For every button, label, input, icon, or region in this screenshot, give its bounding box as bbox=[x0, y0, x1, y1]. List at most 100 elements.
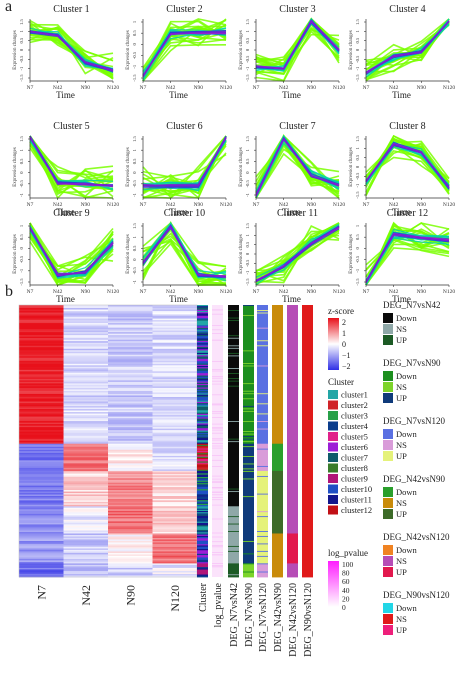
heatmap-cell bbox=[152, 506, 198, 509]
heatmap-cell bbox=[108, 495, 153, 498]
annotation-cell bbox=[197, 379, 208, 381]
heatmap-cell bbox=[63, 320, 109, 322]
x-tick-label: N42 bbox=[53, 85, 63, 91]
legend-swatch bbox=[383, 313, 393, 323]
heatmap-cell bbox=[152, 353, 198, 356]
x-tick-label: N120 bbox=[107, 85, 119, 91]
legend-tick-label: −2 bbox=[342, 362, 351, 371]
heatmap-cell bbox=[63, 369, 109, 372]
cluster-title: Cluster 1 bbox=[53, 4, 89, 15]
x-axis-title: Time bbox=[56, 207, 75, 217]
heatmap-cell bbox=[108, 330, 153, 333]
y-tick-label: 0.5 bbox=[245, 37, 250, 43]
annotation-cell bbox=[197, 322, 208, 325]
heatmap-cell bbox=[19, 501, 64, 504]
legend-item-label: NS bbox=[396, 498, 407, 508]
heatmap-cell bbox=[152, 522, 198, 525]
x-tick-label: N90 bbox=[417, 202, 427, 208]
annotation-cell bbox=[197, 480, 208, 483]
heatmap-cell bbox=[152, 494, 198, 497]
y-tick-label: 1.5 bbox=[355, 18, 360, 24]
y-tick-label: -1.5 bbox=[19, 74, 24, 82]
annotation-cell bbox=[197, 497, 208, 500]
heatmap-cell bbox=[19, 406, 64, 408]
heatmap-cell bbox=[19, 366, 64, 369]
legend-cluster: Clustercluster1cluster2cluster3cluster4c… bbox=[328, 377, 372, 515]
heatmap-cell bbox=[63, 380, 109, 383]
heatmap-cell bbox=[152, 557, 198, 560]
heatmap-cell bbox=[63, 472, 109, 475]
annotation-cell bbox=[257, 431, 268, 433]
legend-item-label: NS bbox=[396, 614, 407, 624]
heatmap-cell bbox=[152, 545, 198, 548]
x-axis-title: Time bbox=[56, 294, 75, 304]
annotation-cell bbox=[197, 474, 208, 477]
heatmap-cell bbox=[152, 338, 198, 341]
annotation-cell bbox=[197, 430, 208, 433]
annotation-cell bbox=[243, 571, 254, 573]
heatmap-cell bbox=[63, 433, 109, 436]
annotation-cell bbox=[197, 487, 208, 490]
heatmap-cell bbox=[152, 519, 198, 522]
heatmap-cell bbox=[108, 339, 153, 342]
annotation-cell bbox=[243, 533, 254, 564]
heatmap-cell bbox=[63, 567, 109, 570]
heatmap-cell bbox=[19, 308, 64, 310]
annotation-cell bbox=[302, 443, 313, 472]
heatmap-cell bbox=[63, 329, 109, 332]
annotation-cell bbox=[272, 563, 283, 578]
annotation-cell bbox=[287, 443, 298, 472]
annotation-cell bbox=[212, 545, 223, 546]
heatmap-cell bbox=[63, 401, 109, 404]
annotation-cell bbox=[197, 468, 208, 471]
y-tick-label: 1 bbox=[19, 225, 24, 227]
legend-item-label: cluster5 bbox=[341, 432, 368, 442]
heatmap-cell bbox=[19, 494, 64, 497]
heatmap-cell bbox=[108, 428, 153, 431]
y-tick-label: -1 bbox=[19, 269, 24, 273]
heatmap-cell bbox=[108, 347, 153, 350]
y-tick-label: -1.5 bbox=[355, 191, 360, 199]
heatmap-cell bbox=[63, 461, 109, 464]
heatmap-cell bbox=[152, 398, 198, 401]
annotation-cell bbox=[257, 310, 268, 311]
y-tick-label: -0.5 bbox=[245, 179, 250, 187]
cluster-plot: Cluster 10 -1 -0.5 0 0.5 1 1.5 Expression chang… bbox=[126, 208, 232, 304]
heatmap-cell bbox=[108, 353, 153, 356]
heatmap-cell bbox=[152, 464, 198, 467]
annotation-cell bbox=[197, 558, 208, 561]
heatmap-cell bbox=[19, 548, 64, 551]
heatmap-cell bbox=[63, 360, 109, 363]
annotation-cell bbox=[228, 538, 239, 540]
heatmap-cell bbox=[108, 449, 153, 452]
annotation-cell bbox=[197, 438, 208, 441]
annotation-cell bbox=[197, 331, 208, 333]
heatmap-cell bbox=[108, 341, 153, 344]
heatmap-cell bbox=[19, 344, 64, 347]
annotation-column-label: DEG_N7vsN120 bbox=[258, 583, 269, 652]
x-tick-label: N120 bbox=[107, 289, 119, 295]
annotation-cell bbox=[197, 570, 208, 573]
heatmap-cell bbox=[108, 369, 153, 372]
annotation-cluster bbox=[197, 305, 208, 578]
annotation-cell bbox=[197, 399, 208, 402]
annotation-deg bbox=[302, 305, 313, 578]
legend-item-label: cluster8 bbox=[341, 463, 368, 473]
legend-tick-label: 40 bbox=[342, 586, 350, 595]
heatmap-cell bbox=[63, 506, 109, 509]
annotation-cell bbox=[197, 448, 208, 451]
heatmap-cell bbox=[108, 383, 153, 386]
annotation-cell bbox=[197, 552, 208, 555]
heatmap-cell bbox=[19, 381, 64, 384]
heatmap-cell bbox=[63, 475, 109, 478]
heatmap-cell bbox=[63, 365, 109, 368]
heatmap-cell bbox=[19, 467, 64, 470]
heatmap-column-label: N42 bbox=[79, 585, 93, 606]
heatmap-cell bbox=[63, 473, 109, 476]
heatmap-cell bbox=[152, 551, 198, 554]
annotation-cell bbox=[228, 327, 239, 329]
annotation-cell bbox=[197, 541, 208, 544]
annotation-cell bbox=[197, 395, 208, 398]
legend-item-label: NS bbox=[396, 382, 407, 392]
heatmap-cell bbox=[63, 531, 109, 534]
